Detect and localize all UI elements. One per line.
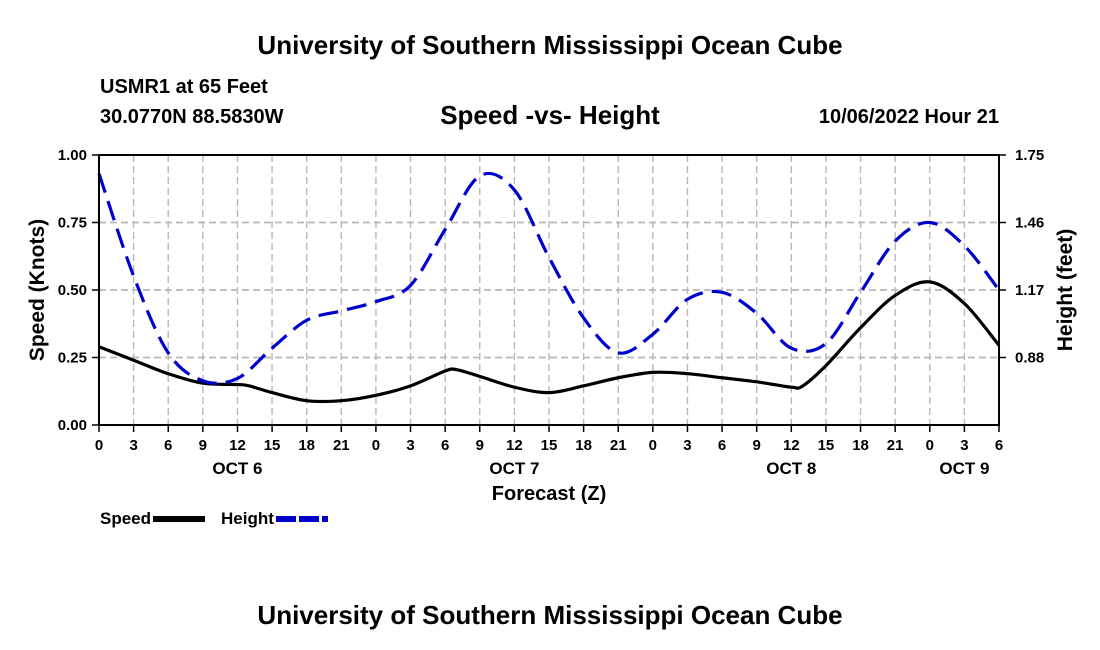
legend-speed-label: Speed	[100, 509, 152, 528]
x-tick-label: 3	[129, 437, 137, 454]
chart-subtitle: Speed -vs- Height	[440, 100, 660, 130]
x-tick-label: 0	[926, 437, 934, 454]
footer-title: University of Southern Mississippi Ocean…	[257, 600, 843, 630]
legend-speed-swatch	[153, 516, 206, 522]
x-tick-label: 3	[683, 437, 691, 454]
x-tick-label: 21	[610, 437, 627, 454]
x-tick-label: 3	[406, 437, 414, 454]
x-tick-label: 18	[298, 437, 315, 454]
x-tick-label: 21	[333, 437, 350, 454]
y-tick-label: 0.00	[58, 417, 87, 434]
y-axis-label: Speed (Knots)	[26, 219, 49, 361]
series-line-height	[97, 171, 1001, 385]
y-tick-label: 0.50	[58, 282, 87, 299]
series-layer	[97, 171, 1001, 404]
y2-tick-label: 0.88	[1015, 350, 1044, 367]
legend-height-swatch	[275, 516, 328, 522]
x-tick-label: 9	[199, 437, 207, 454]
x-tick-label: 21	[887, 437, 904, 454]
x-axis-label: Forecast (Z)	[492, 483, 606, 505]
axis-layer: 0 3 6 9 12 15 18 21 0 3 6 9 12 15 18 21 0 3 6 9 12 15 18 21 0 3 6O…	[58, 147, 1044, 478]
y2-tick-label: 1.46	[1015, 215, 1044, 232]
y-tick-label: 0.75	[58, 215, 87, 232]
x-tick-label: 3	[960, 437, 968, 454]
x-tick-label: 15	[264, 437, 281, 454]
x-tick-label: 15	[541, 437, 558, 454]
x-tick-label: 0	[372, 437, 380, 454]
legend: Speed Height	[100, 509, 344, 529]
y2-tick-label: 1.75	[1015, 147, 1044, 164]
station-label: USMR1 at 65 Feet	[100, 76, 268, 98]
x-tick-label: 6	[164, 437, 172, 454]
x-tick-label: 6	[441, 437, 449, 454]
day-label: OCT 9	[939, 459, 989, 478]
x-tick-label: 9	[476, 437, 484, 454]
datestamp-label: 10/06/2022 Hour 21	[818, 106, 999, 128]
x-tick-label: 18	[852, 437, 869, 454]
x-tick-label: 18	[575, 437, 592, 454]
y-tick-label: 1.00	[58, 147, 87, 164]
y2-tick-label: 1.17	[1015, 282, 1044, 299]
series-line-speed	[98, 280, 1001, 404]
day-label: OCT 8	[766, 459, 816, 478]
x-tick-label: 6	[995, 437, 1003, 454]
x-tick-label: 0	[649, 437, 657, 454]
day-label: OCT 7	[489, 459, 539, 478]
coordinates-label: 30.0770N 88.5830W	[100, 106, 284, 128]
x-tick-label: 12	[506, 437, 523, 454]
y-tick-label: 0.25	[58, 350, 87, 367]
x-tick-label: 12	[229, 437, 246, 454]
x-tick-label: 0	[95, 437, 103, 454]
main-title: University of Southern Mississippi Ocean…	[257, 30, 843, 60]
x-tick-label: 12	[783, 437, 800, 454]
day-label: OCT 6	[212, 459, 262, 478]
legend-height-label: Height	[221, 509, 274, 528]
y2-axis-label: Height (feet)	[1054, 229, 1077, 352]
x-tick-label: 6	[718, 437, 726, 454]
x-tick-label: 15	[818, 437, 835, 454]
x-tick-label: 9	[753, 437, 761, 454]
